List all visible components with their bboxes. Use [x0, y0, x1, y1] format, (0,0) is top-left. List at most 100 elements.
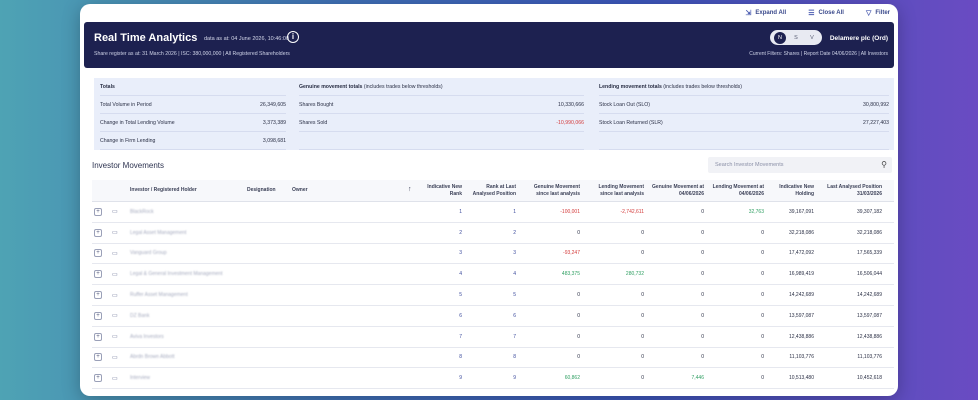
plus-icon: +	[94, 249, 102, 258]
indicative-holding-value: 12,438,886	[788, 333, 814, 340]
indicative-rank: 8	[459, 354, 462, 361]
expand-row-button[interactable]: +	[94, 348, 102, 368]
lending-totals-heading: Lending movement totals (includes trades…	[599, 78, 889, 96]
table-row[interactable]: + ▭ Ruffer Asset Management 5 5 0 0 0 0 14,242,68…	[92, 285, 894, 306]
investor-name[interactable]: Aviva Investors	[130, 333, 164, 340]
table-row[interactable]: + ▭ Abrdn Brown Abbott 8 8 0 0 0 0 11,103,776 11,1…	[92, 348, 894, 369]
totals-row: Stock Loan Out (SLO) 30,800,992	[599, 96, 889, 114]
col-last-position[interactable]: Last Analysed Position 31/03/2026	[827, 184, 882, 197]
last-position-value: 14,242,689	[856, 292, 882, 299]
col-designation[interactable]: Designation	[247, 187, 276, 194]
register-summary: Share register as at: 31 March 2026 | IS…	[94, 51, 290, 57]
expand-row-button[interactable]: +	[94, 202, 102, 222]
table-row[interactable]: + ▭ Aviva Investors 7 7 0 0 0 0 12,438,886 12,438,…	[92, 327, 894, 348]
totals-panel: Totals Total Volume in Period 26,349,605 …	[94, 78, 894, 150]
search-input[interactable]: Search Investor Movements ⚲	[708, 157, 892, 173]
genuine-since-value: -93,247	[563, 250, 580, 257]
investor-name[interactable]: Vanguard Group	[130, 250, 167, 257]
last-position-value: 10,452,618	[856, 375, 882, 382]
toolbar: ⇲ Expand All ☰ Close All ▽ Filter	[80, 4, 898, 22]
lending-at-value: 0	[761, 333, 764, 340]
investor-name[interactable]: Interview	[130, 375, 151, 382]
col-genuine-at[interactable]: Genuine Movement at 04/06/2026	[652, 184, 704, 197]
filter-icon: ▽	[865, 10, 872, 17]
table-row[interactable]: + ▭ Vanguard Group 3 3 -93,247 0 0 0 17,472,092 17…	[92, 244, 894, 265]
analytics-card: ⇲ Expand All ☰ Close All ▽ Filter Real T…	[80, 4, 898, 396]
lending-at-value: 0	[761, 312, 764, 319]
lending-since-value: 0	[641, 312, 644, 319]
investor-name[interactable]: Legal Asset Management	[130, 229, 187, 236]
expand-row-button[interactable]: +	[94, 264, 102, 284]
toggle-option-s[interactable]: S	[794, 34, 798, 41]
indicative-rank: 7	[459, 333, 462, 340]
table-row[interactable]: + ▭ DZ Bank 6 6 0 0 0 0 13,597,087 13,597,087	[92, 306, 894, 327]
last-position-value: 17,565,339	[856, 250, 882, 257]
close-all-button[interactable]: ☰ Close All	[808, 10, 844, 17]
investor-name[interactable]: Ruffer Asset Management	[130, 292, 188, 299]
genuine-at-value: 0	[701, 292, 704, 299]
genuine-since-value: 0	[577, 312, 580, 319]
investor-name[interactable]: Abrdn Brown Abbott	[130, 354, 175, 361]
genuine-at-value: 0	[701, 271, 704, 278]
expand-row-button[interactable]: +	[94, 306, 102, 326]
indicative-rank: 5	[459, 292, 462, 299]
col-investor[interactable]: Investor / Registered Holder	[130, 187, 197, 194]
genuine-since-value: 0	[577, 229, 580, 236]
table-row[interactable]: + ▭ Legal & General Investment Management 4…	[92, 264, 894, 286]
table-body: + ▭ BlackRock 1 1 -100,001 -2,742,611 0 32,763 39…	[92, 202, 894, 390]
indicative-holding-value: 32,218,086	[788, 229, 814, 236]
last-position-value: 11,103,776	[857, 354, 882, 361]
lending-at-value: 0	[761, 250, 764, 257]
expand-row-button[interactable]: +	[94, 223, 102, 243]
expand-row-button[interactable]: +	[94, 285, 102, 305]
totals-row: Shares Bought 10,330,666	[299, 96, 584, 114]
indicative-rank: 1	[459, 208, 462, 215]
section-title: Investor Movements	[92, 161, 165, 170]
genuine-at-value: 0	[701, 354, 704, 361]
table-row[interactable]: + ▭ Interview 9 9 60,862 0 7,446 0 10,513,480 10,4…	[92, 368, 894, 390]
expand-row-button[interactable]: +	[94, 244, 102, 264]
investor-name[interactable]: Legal & General Investment Management	[130, 271, 223, 278]
expand-row-button[interactable]: +	[94, 368, 102, 388]
col-lending-at[interactable]: Lending Movement at 04/06/2026	[712, 184, 764, 197]
last-position-value: 16,506,044	[856, 271, 882, 278]
data-timestamp: data as at: 04 June 2026, 10:46:00	[204, 36, 290, 42]
sort-arrow-icon[interactable]: ↑	[408, 186, 412, 194]
info-icon[interactable]: i	[287, 31, 299, 43]
col-lending-since[interactable]: Lending Movement since last analysis	[598, 184, 644, 197]
table-row[interactable]: + ▭ Legal Asset Management 2 2 0 0 0 0 32,218,086…	[92, 223, 894, 244]
plus-icon: +	[94, 270, 102, 279]
plus-icon: +	[94, 332, 102, 341]
col-genuine-since[interactable]: Genuine Movement since last analysis	[533, 184, 580, 197]
investor-name[interactable]: BlackRock	[130, 208, 154, 215]
indicative-holding-value: 10,513,480	[788, 375, 814, 382]
indicative-holding-value: 14,242,689	[788, 292, 814, 299]
col-indicative-holding[interactable]: Indicative New Holding	[779, 184, 814, 197]
filter-button[interactable]: ▽ Filter	[865, 10, 890, 17]
lending-since-value: 0	[641, 375, 644, 382]
col-last-rank[interactable]: Rank at Last Analysed Position	[472, 184, 516, 197]
toggle-option-v[interactable]: V	[810, 34, 814, 41]
last-rank: 8	[513, 354, 516, 361]
genuine-totals-column: Genuine movement totals (includes trades…	[299, 78, 584, 150]
investor-name[interactable]: DZ Bank	[130, 312, 150, 319]
lending-at-value: 32,763	[748, 208, 764, 215]
plus-icon: +	[94, 311, 102, 320]
expand-row-button[interactable]: +	[94, 327, 102, 347]
genuine-since-value: 0	[577, 354, 580, 361]
folder-icon: ▭	[112, 271, 118, 278]
lending-since-value: 0	[641, 250, 644, 257]
col-indicative-rank[interactable]: Indicative New Rank	[427, 184, 462, 197]
mode-toggle[interactable]: N S V	[770, 30, 822, 45]
company-name: Delamere plc (Ord)	[829, 35, 888, 42]
search-icon[interactable]: ⚲	[881, 160, 887, 169]
genuine-at-value: 0	[701, 333, 704, 340]
last-position-value: 39,307,182	[856, 208, 882, 215]
col-owner[interactable]: Owner	[292, 187, 308, 194]
last-rank: 4	[513, 271, 516, 278]
last-position-value: 32,218,086	[856, 229, 882, 236]
toggle-option-n[interactable]: N	[774, 31, 786, 44]
folder-icon: ▭	[112, 209, 118, 216]
expand-all-button[interactable]: ⇲ Expand All	[745, 10, 787, 17]
table-row[interactable]: + ▭ BlackRock 1 1 -100,001 -2,742,611 0 32,763 39…	[92, 202, 894, 223]
